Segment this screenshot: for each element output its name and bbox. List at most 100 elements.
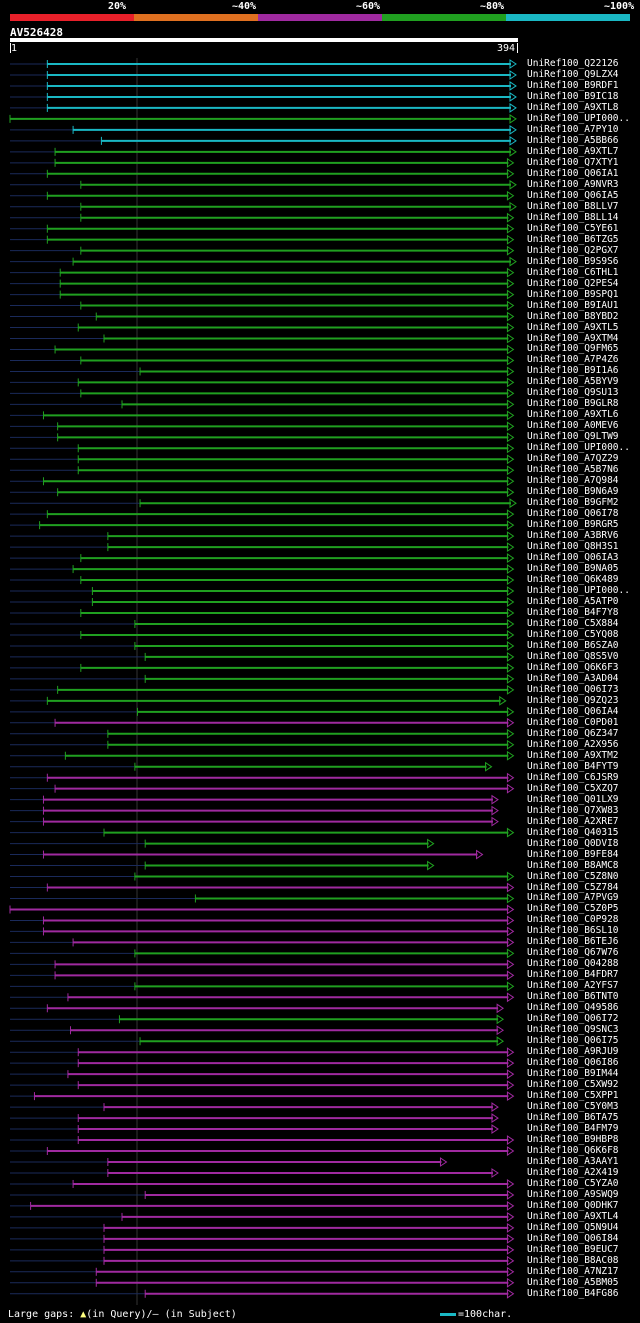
hit-label[interactable]: UniRef100_C5XZQ7 <box>527 782 619 794</box>
hit-label[interactable]: UniRef100_A2YFS7 <box>527 980 619 992</box>
hit-label[interactable]: UniRef100_B9HBP8 <box>527 1134 619 1146</box>
hit-label[interactable]: UniRef100_Q6K6F3 <box>527 661 619 673</box>
hit-label[interactable]: UniRef100_C5YE61 <box>527 222 619 234</box>
hit-label[interactable]: UniRef100_A5BYV9 <box>527 376 619 388</box>
hit-label[interactable]: UniRef100_B9NA05 <box>527 563 619 575</box>
hit-label[interactable]: UniRef100_B9FE84 <box>527 848 619 860</box>
hit-label[interactable]: UniRef100_A9RJU9 <box>527 1046 619 1058</box>
hit-label[interactable]: UniRef100_A5ATP0 <box>527 596 619 608</box>
hit-label[interactable]: UniRef100_Q01LX9 <box>527 793 619 805</box>
hit-label[interactable]: UniRef100_Q2PES4 <box>527 277 619 289</box>
hit-label[interactable]: UniRef100_C6THL1 <box>527 266 619 278</box>
hit-label[interactable]: UniRef100_Q9LTW9 <box>527 431 619 443</box>
hit-label[interactable]: UniRef100_Q06I78 <box>527 508 619 520</box>
hit-label[interactable]: UniRef100_A3AD04 <box>527 672 619 684</box>
hit-label[interactable]: UniRef100_A7QZ29 <box>527 453 619 465</box>
hit-label[interactable]: UniRef100_A3AAY1 <box>527 1156 619 1167</box>
hit-label[interactable]: UniRef100_B8YBD2 <box>527 310 619 322</box>
hit-label[interactable]: UniRef100_B6SL10 <box>527 925 619 937</box>
hit-label[interactable]: UniRef100_B9S9S6 <box>527 255 619 267</box>
hit-label[interactable]: UniRef100_Q5N9U4 <box>527 1221 619 1233</box>
hit-label[interactable]: UniRef100_B9N6A9 <box>527 486 619 498</box>
hit-label[interactable]: UniRef100_A9XTM4 <box>527 332 619 344</box>
hit-label[interactable]: UniRef100_A9NVR3 <box>527 178 619 190</box>
hit-label[interactable]: UniRef100_A2X419 <box>527 1166 619 1178</box>
hit-label[interactable]: UniRef100_Q9LZX4 <box>527 68 619 80</box>
hit-label[interactable]: UniRef100_C0P928 <box>527 914 619 926</box>
hit-label[interactable]: UniRef100_A5BB66 <box>527 134 619 146</box>
hit-label[interactable]: UniRef100_A9XTL8 <box>527 101 619 113</box>
hit-label[interactable]: UniRef100_Q40315 <box>527 826 619 838</box>
hit-label[interactable]: UniRef100_A7PVG9 <box>527 892 619 904</box>
hit-label[interactable]: UniRef100_Q0DVI8 <box>527 837 619 849</box>
hit-label[interactable]: UniRef100_B6TA75 <box>527 1112 619 1124</box>
hit-label[interactable]: UniRef100_B6TNT0 <box>527 991 619 1003</box>
hit-label[interactable]: UniRef100_C5Z8N0 <box>527 870 619 882</box>
hit-label[interactable]: UniRef100_B9IAU1 <box>527 299 619 311</box>
hit-label[interactable]: UniRef100_B6TEJ6 <box>527 936 619 948</box>
hit-label[interactable]: UniRef100_Q9SNC3 <box>527 1024 619 1036</box>
hit-label[interactable]: UniRef100_UPI000.. <box>527 585 630 597</box>
hit-label[interactable]: UniRef100_Q22126 <box>527 58 619 69</box>
hit-label[interactable]: UniRef100_A9XTL7 <box>527 145 619 157</box>
hit-label[interactable]: UniRef100_A9XTM2 <box>527 749 619 761</box>
hit-label[interactable]: UniRef100_Q8H3S1 <box>527 541 619 553</box>
hit-label[interactable]: UniRef100_Q9FM65 <box>527 343 619 355</box>
hit-label[interactable]: UniRef100_Q67W76 <box>527 947 619 959</box>
hit-label[interactable]: UniRef100_Q49586 <box>527 1002 619 1014</box>
hit-label[interactable]: UniRef100_Q8S5V0 <box>527 650 619 662</box>
hit-label[interactable]: UniRef100_C6JSR9 <box>527 771 619 783</box>
hit-label[interactable]: UniRef100_Q6K6F8 <box>527 1145 619 1157</box>
hit-label[interactable]: UniRef100_A7NZ17 <box>527 1265 619 1277</box>
hit-label[interactable]: UniRef100_B9IC18 <box>527 90 619 102</box>
hit-label[interactable]: UniRef100_B4F7Y8 <box>527 607 619 618</box>
hit-label[interactable]: UniRef100_B9IM44 <box>527 1068 619 1080</box>
hit-label[interactable]: UniRef100_A9XTL4 <box>527 1210 619 1222</box>
hit-label[interactable]: UniRef100_Q7XW83 <box>527 804 619 816</box>
hit-label[interactable]: UniRef100_Q6K489 <box>527 574 619 586</box>
hit-label[interactable]: UniRef100_Q06IA4 <box>527 705 619 717</box>
hit-label[interactable]: UniRef100_B9GFM2 <box>527 497 619 509</box>
hit-label[interactable]: UniRef100_A7Q984 <box>527 475 619 487</box>
hit-label[interactable]: UniRef100_A7P4Z6 <box>527 354 619 366</box>
hit-label[interactable]: UniRef100_A9SWQ9 <box>527 1188 619 1200</box>
hit-label[interactable]: UniRef100_B8AMC8 <box>527 859 619 871</box>
hit-label[interactable]: UniRef100_B8LL14 <box>527 211 619 223</box>
hit-label[interactable]: UniRef100_C5Z784 <box>527 881 619 893</box>
hit-label[interactable]: UniRef100_B9RGR5 <box>527 519 619 531</box>
hit-label[interactable]: UniRef100_A7PY10 <box>527 123 619 135</box>
hit-label[interactable]: UniRef100_UPI000.. <box>527 112 630 124</box>
hit-label[interactable]: UniRef100_C5Y0M3 <box>527 1101 619 1113</box>
hit-label[interactable]: UniRef100_Q06IA5 <box>527 189 619 201</box>
hit-label[interactable]: UniRef100_A5B7N6 <box>527 464 619 476</box>
hit-label[interactable]: UniRef100_Q9ZQ23 <box>527 694 619 706</box>
hit-label[interactable]: UniRef100_A5BM05 <box>527 1276 619 1288</box>
hit-label[interactable]: UniRef100_Q06I75 <box>527 1035 619 1047</box>
hit-label[interactable]: UniRef100_B8AC08 <box>527 1254 619 1266</box>
hit-label[interactable]: UniRef100_B9RDF1 <box>527 79 619 91</box>
hit-label[interactable]: UniRef100_C0PD01 <box>527 716 619 728</box>
hit-label[interactable]: UniRef100_UPI000.. <box>527 442 630 454</box>
hit-label[interactable]: UniRef100_C5XW92 <box>527 1079 619 1091</box>
hit-label[interactable]: UniRef100_C5YZA0 <box>527 1177 619 1189</box>
hit-label[interactable]: UniRef100_Q6Z347 <box>527 727 619 739</box>
hit-label[interactable]: UniRef100_B6TZG5 <box>527 233 619 245</box>
hit-label[interactable]: UniRef100_A0MEV6 <box>527 420 619 432</box>
hit-label[interactable]: UniRef100_C5Z0P5 <box>527 903 619 915</box>
hit-label[interactable]: UniRef100_A3BRV6 <box>527 530 619 542</box>
hit-label[interactable]: UniRef100_C5YQ08 <box>527 628 619 640</box>
hit-label[interactable]: UniRef100_Q2PGX7 <box>527 244 619 256</box>
hit-label[interactable]: UniRef100_Q06I72 <box>527 1013 619 1025</box>
hit-label[interactable]: UniRef100_C5X884 <box>527 617 619 629</box>
hit-label[interactable]: UniRef100_A2XRE7 <box>527 815 619 827</box>
hit-label[interactable]: UniRef100_Q06IA1 <box>527 167 619 179</box>
hit-label[interactable]: UniRef100_Q06IA3 <box>527 552 619 564</box>
hit-label[interactable]: UniRef100_Q7XTY1 <box>527 156 619 168</box>
hit-label[interactable]: UniRef100_Q04288 <box>527 958 619 970</box>
hit-label[interactable]: UniRef100_B6SZA0 <box>527 639 619 651</box>
hit-label[interactable]: UniRef100_C5XPP1 <box>527 1090 619 1102</box>
hit-label[interactable]: UniRef100_B9SPQ1 <box>527 288 619 300</box>
hit-label[interactable]: UniRef100_Q06I84 <box>527 1232 619 1244</box>
hit-label[interactable]: UniRef100_B4FYT9 <box>527 760 619 772</box>
hit-label[interactable]: UniRef100_A2X956 <box>527 738 619 750</box>
